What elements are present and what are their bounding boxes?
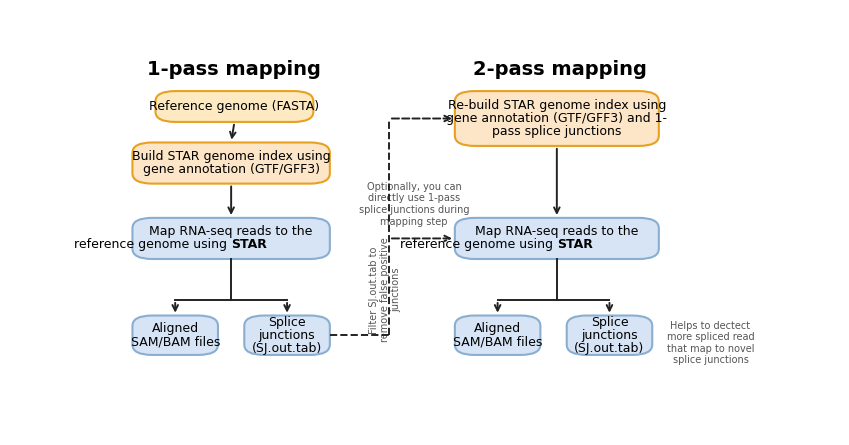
Text: Re-build STAR genome index using: Re-build STAR genome index using: [447, 99, 666, 112]
FancyBboxPatch shape: [455, 316, 540, 355]
Text: gene annotation (GTF/GFF3) and 1-: gene annotation (GTF/GFF3) and 1-: [447, 112, 667, 125]
Text: Aligned: Aligned: [474, 322, 521, 335]
Text: Splice: Splice: [591, 316, 628, 329]
Text: Reference genome (FASTA): Reference genome (FASTA): [149, 100, 319, 113]
FancyBboxPatch shape: [132, 218, 329, 259]
Text: 1-pass mapping: 1-pass mapping: [148, 60, 322, 79]
Text: STAR: STAR: [231, 239, 267, 251]
Text: Filter SJ.out.tab to
remove false positive
junctions: Filter SJ.out.tab to remove false positi…: [368, 238, 402, 342]
FancyBboxPatch shape: [567, 316, 652, 355]
Text: SAM/BAM files: SAM/BAM files: [453, 335, 543, 348]
Text: (SJ.out.tab): (SJ.out.tab): [575, 342, 644, 355]
Text: Build STAR genome index using: Build STAR genome index using: [132, 150, 330, 163]
Text: (SJ.out.tab): (SJ.out.tab): [252, 342, 322, 355]
FancyBboxPatch shape: [132, 142, 329, 184]
FancyBboxPatch shape: [132, 316, 218, 355]
Text: Map RNA-seq reads to the: Map RNA-seq reads to the: [475, 226, 638, 239]
Text: Map RNA-seq reads to the: Map RNA-seq reads to the: [149, 226, 312, 239]
FancyBboxPatch shape: [245, 316, 329, 355]
FancyBboxPatch shape: [455, 218, 659, 259]
Text: 2-pass mapping: 2-pass mapping: [473, 60, 647, 79]
Text: Aligned: Aligned: [152, 322, 199, 335]
Text: pass splice junctions: pass splice junctions: [492, 125, 621, 138]
Text: STAR: STAR: [557, 239, 593, 251]
Text: junctions: junctions: [259, 329, 315, 342]
FancyBboxPatch shape: [155, 91, 313, 122]
Text: SAM/BAM files: SAM/BAM files: [131, 335, 220, 348]
Text: Optionally, you can
directly use 1-pass
splice junctions during
mapping step: Optionally, you can directly use 1-pass …: [359, 182, 469, 227]
Text: junctions: junctions: [582, 329, 638, 342]
Text: Helps to dectect
more spliced read
that map to novel
splice junctions: Helps to dectect more spliced read that …: [666, 320, 755, 365]
Text: gene annotation (GTF/GFF3): gene annotation (GTF/GFF3): [143, 163, 319, 176]
Text: Splice: Splice: [268, 316, 306, 329]
Text: reference genome using: reference genome using: [74, 239, 231, 251]
FancyBboxPatch shape: [455, 91, 659, 146]
Text: reference genome using: reference genome using: [400, 239, 557, 251]
